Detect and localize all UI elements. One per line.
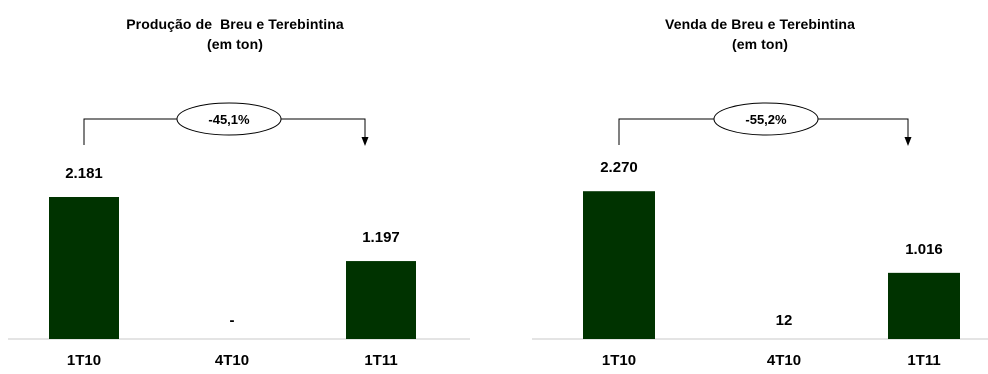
bracket-left-line [83, 118, 177, 145]
change-percent-label: -55,2% [745, 112, 787, 127]
chart-title: Produção de Breu e Terebintina (em ton) [0, 14, 470, 54]
chart-panel-production: Produção de Breu e Terebintina (em ton) … [0, 0, 470, 374]
change-percent-label: -45,1% [208, 112, 250, 127]
data-label-1t10: 2.181 [65, 165, 103, 182]
bracket-right-line [818, 118, 909, 141]
data-label-1t11: 1.016 [905, 241, 943, 258]
chart-title-line-1: Produção de Breu e Terebintina [126, 16, 344, 32]
chart-title-line-2: (em ton) [731, 36, 788, 52]
data-label-1t10: 2.270 [600, 159, 638, 176]
data-label-4t10: - [230, 312, 235, 329]
bracket-left-line [618, 118, 714, 145]
bar-1t11 [346, 261, 416, 339]
bracket-right-line [281, 118, 366, 141]
x-tick-label-1t10: 1T10 [602, 352, 636, 369]
bar-chart-production: 2.181 1T10 - 4T10 1.197 1T11 -45,1% [8, 102, 470, 369]
chart-panel-sales: Venda de Breu e Terebintina (em ton) 2.2… [532, 0, 988, 374]
chart-title-line-2: (em ton) [206, 36, 263, 52]
arrow-down-icon [361, 137, 369, 146]
x-tick-label-4t10: 4T10 [215, 352, 249, 369]
x-tick-label-4t10: 4T10 [767, 352, 801, 369]
arrow-down-icon [904, 137, 912, 146]
change-bracket: -55,2% [618, 102, 912, 146]
change-bracket: -45,1% [83, 102, 369, 146]
data-label-4t10: 12 [776, 312, 793, 329]
bar-1t10 [583, 191, 655, 339]
bar-chart-sales: 2.270 1T10 12 4T10 1.016 1T11 -55,2% [532, 102, 988, 369]
bar-1t11 [888, 272, 960, 339]
change-ellipse [713, 102, 819, 136]
x-tick-label-1t10: 1T10 [67, 352, 101, 369]
data-label-1t11: 1.197 [362, 229, 400, 246]
change-ellipse [176, 102, 282, 136]
x-tick-label-1t11: 1T11 [907, 352, 940, 369]
bar-1t10 [49, 197, 119, 339]
chart-title: Venda de Breu e Terebintina (em ton) [532, 14, 988, 54]
x-tick-label-1t11: 1T11 [364, 352, 397, 369]
chart-title-line-1: Venda de Breu e Terebintina [665, 16, 855, 32]
